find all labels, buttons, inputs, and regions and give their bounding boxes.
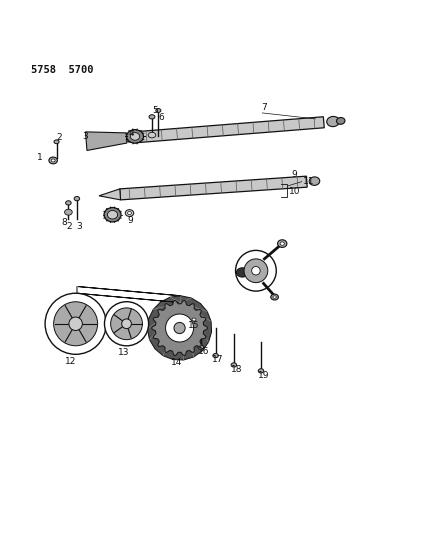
- Polygon shape: [85, 132, 127, 150]
- Ellipse shape: [107, 211, 117, 219]
- Text: 14: 14: [171, 358, 182, 367]
- Ellipse shape: [64, 209, 72, 215]
- Ellipse shape: [125, 209, 133, 216]
- Polygon shape: [112, 132, 137, 143]
- Ellipse shape: [149, 115, 155, 119]
- Ellipse shape: [270, 294, 278, 300]
- Circle shape: [173, 322, 185, 334]
- Circle shape: [110, 308, 142, 340]
- Circle shape: [121, 319, 131, 329]
- Text: 13: 13: [118, 348, 130, 357]
- Ellipse shape: [213, 353, 218, 358]
- Ellipse shape: [272, 296, 276, 298]
- Polygon shape: [136, 117, 323, 143]
- Text: 17: 17: [212, 356, 223, 365]
- Circle shape: [244, 259, 267, 282]
- Circle shape: [235, 251, 276, 291]
- Circle shape: [54, 302, 98, 346]
- Ellipse shape: [130, 133, 139, 140]
- Ellipse shape: [198, 345, 203, 349]
- Text: 9: 9: [291, 171, 296, 180]
- Text: 15: 15: [188, 320, 199, 329]
- Polygon shape: [99, 189, 120, 200]
- Ellipse shape: [258, 369, 263, 373]
- Text: 4: 4: [129, 129, 134, 138]
- Ellipse shape: [277, 240, 286, 247]
- Ellipse shape: [74, 197, 80, 201]
- Ellipse shape: [51, 159, 55, 162]
- Text: 5758  5700: 5758 5700: [31, 65, 93, 75]
- Text: 18: 18: [230, 365, 242, 374]
- Text: 6: 6: [158, 113, 164, 122]
- Ellipse shape: [155, 109, 161, 112]
- Ellipse shape: [148, 132, 155, 138]
- Text: 5: 5: [152, 106, 158, 115]
- Ellipse shape: [127, 212, 131, 215]
- Text: 2: 2: [56, 133, 62, 142]
- Text: 1: 1: [37, 152, 42, 161]
- Ellipse shape: [49, 157, 57, 164]
- Ellipse shape: [230, 363, 236, 367]
- Polygon shape: [151, 301, 207, 356]
- Text: 19: 19: [257, 370, 269, 379]
- Text: 3: 3: [76, 222, 82, 231]
- Text: 9: 9: [127, 216, 132, 225]
- Ellipse shape: [336, 117, 344, 124]
- Text: 2: 2: [66, 222, 72, 231]
- Ellipse shape: [189, 316, 198, 323]
- Text: 11: 11: [302, 177, 314, 186]
- Ellipse shape: [54, 140, 59, 144]
- Text: 10: 10: [288, 188, 300, 196]
- Ellipse shape: [326, 116, 339, 127]
- Ellipse shape: [126, 130, 143, 143]
- Text: 12: 12: [65, 357, 76, 366]
- Polygon shape: [77, 286, 211, 360]
- Circle shape: [165, 314, 193, 342]
- Text: 3: 3: [82, 132, 88, 141]
- Ellipse shape: [104, 207, 121, 222]
- Text: 7: 7: [261, 103, 267, 112]
- Text: 16: 16: [197, 347, 209, 356]
- Ellipse shape: [66, 201, 71, 205]
- Polygon shape: [120, 176, 306, 200]
- Ellipse shape: [308, 177, 319, 185]
- Circle shape: [104, 302, 148, 346]
- Circle shape: [69, 317, 82, 330]
- Text: 8: 8: [61, 219, 67, 228]
- Circle shape: [251, 266, 259, 275]
- Ellipse shape: [236, 268, 248, 277]
- Circle shape: [45, 293, 106, 354]
- Ellipse shape: [279, 242, 284, 245]
- Ellipse shape: [192, 318, 196, 321]
